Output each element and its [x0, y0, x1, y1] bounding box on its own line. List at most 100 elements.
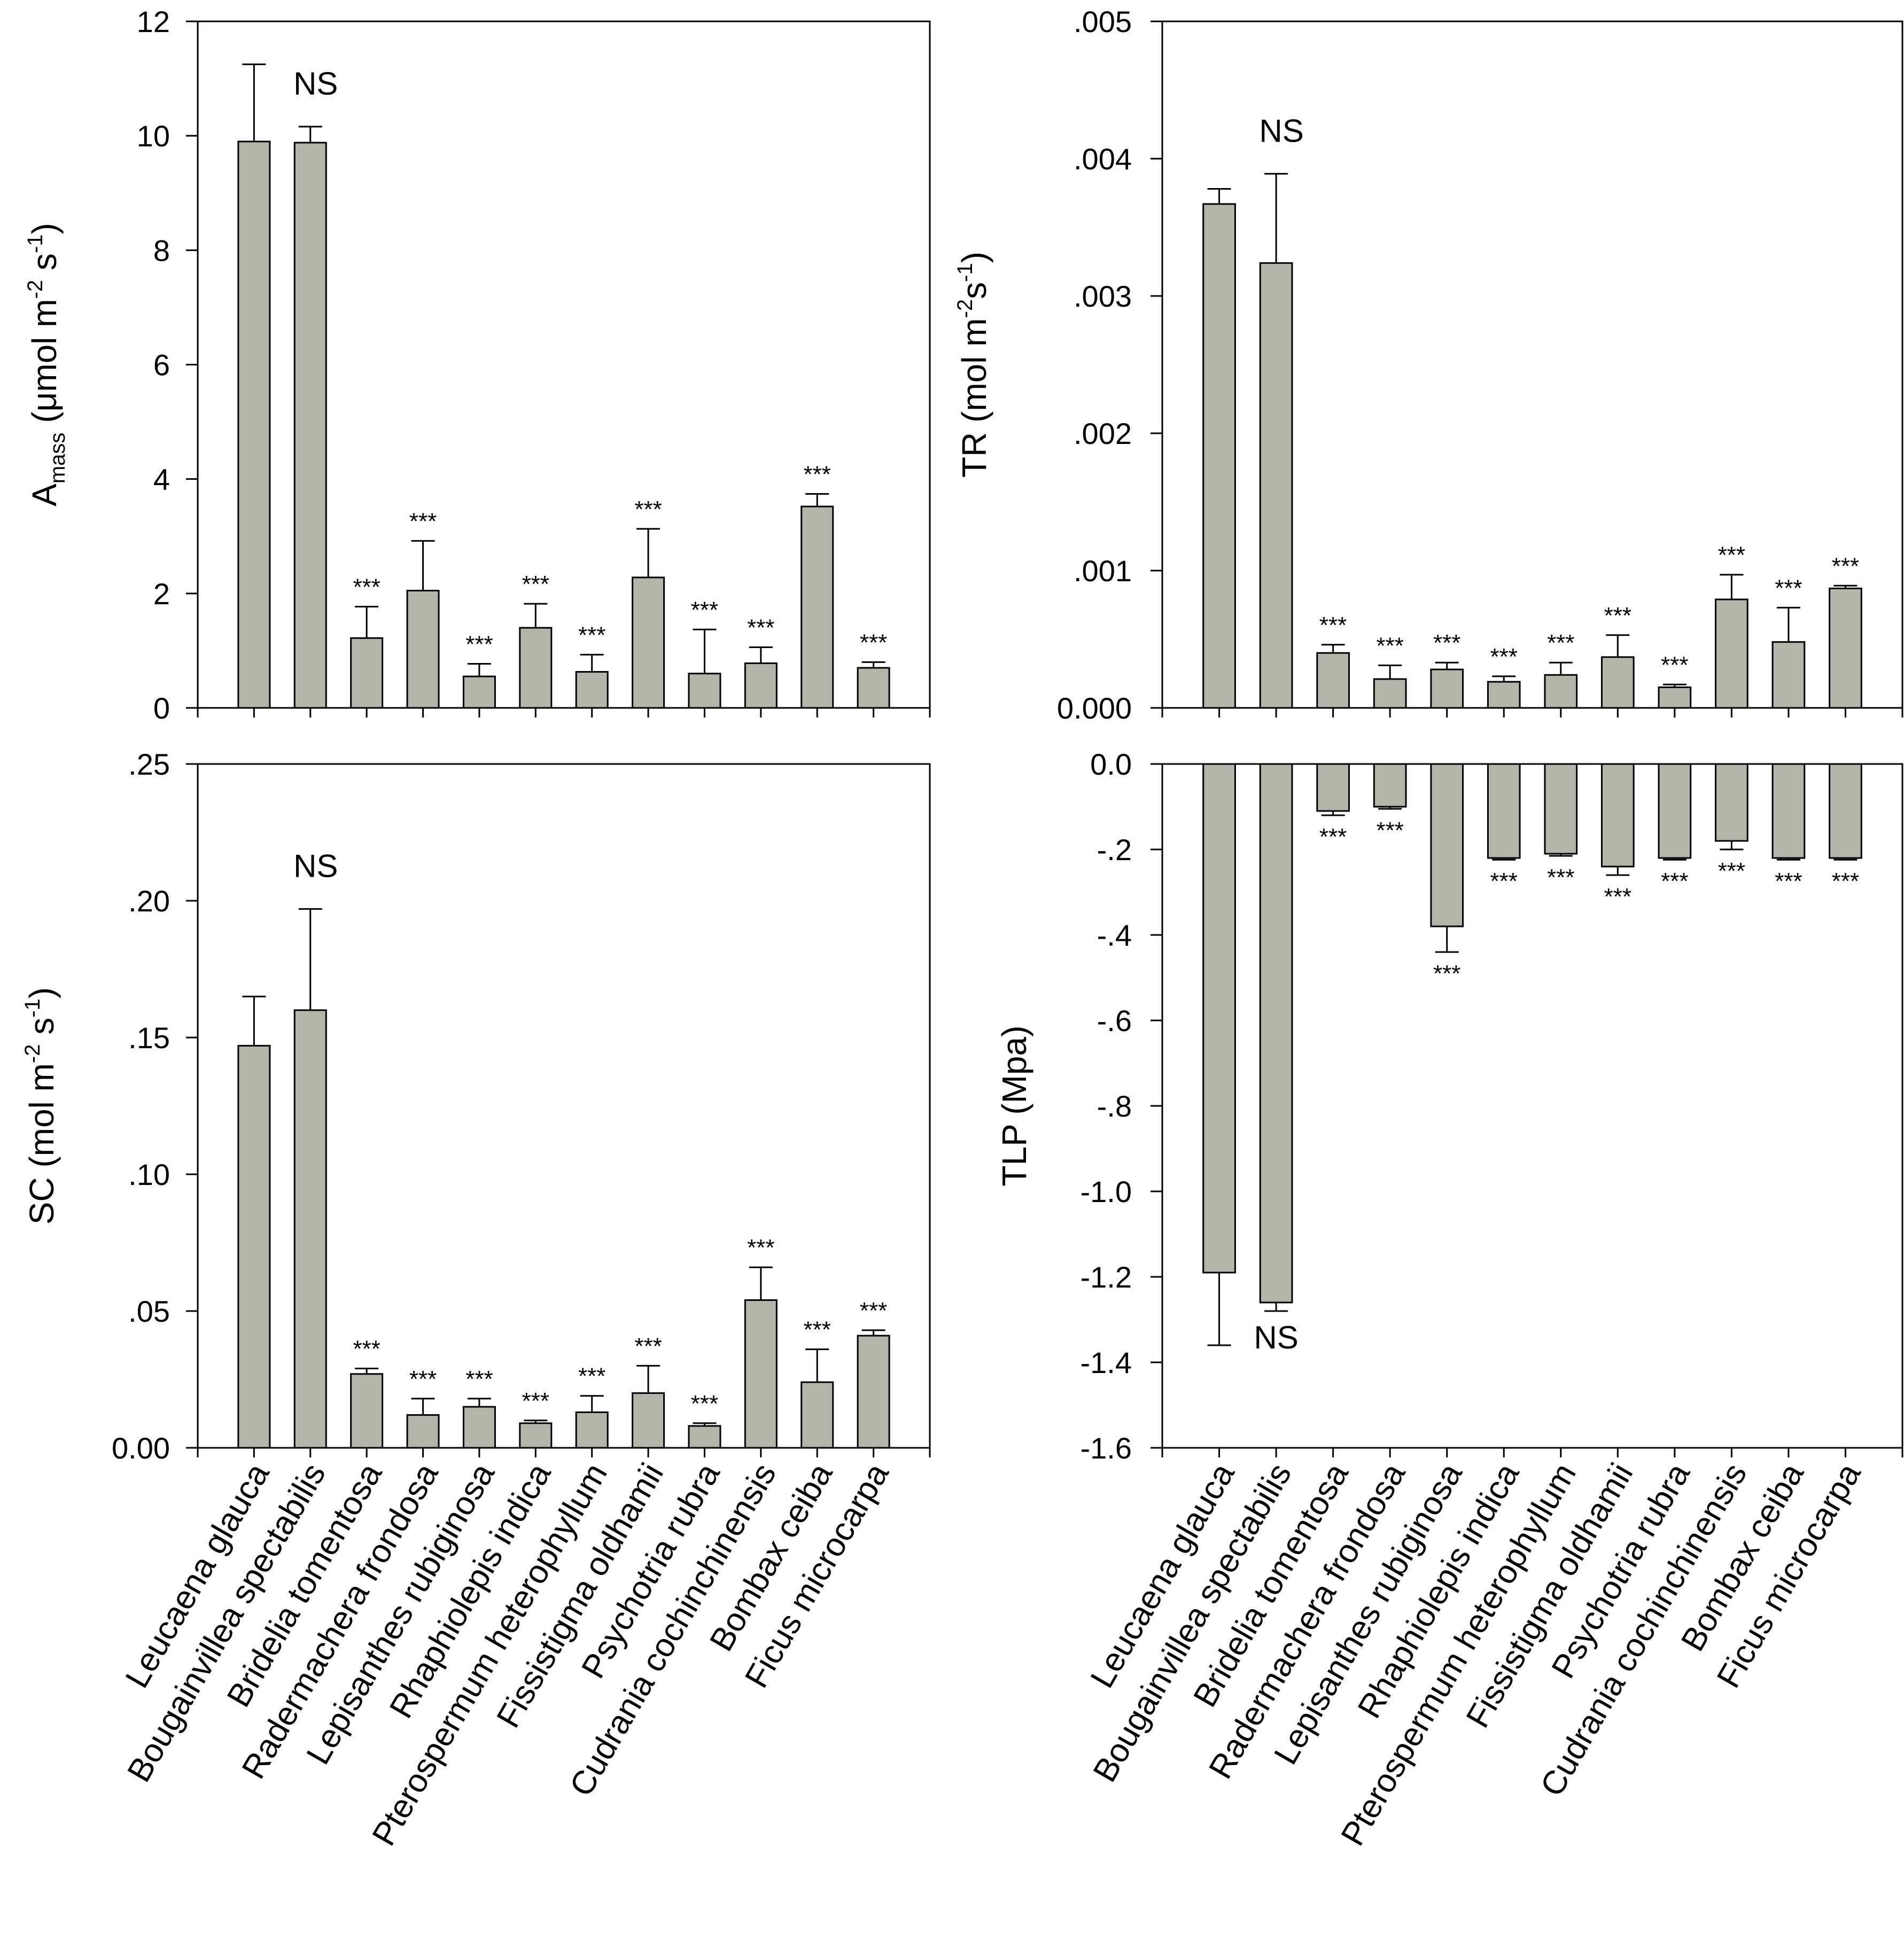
tr-annotation-8: ***	[1604, 603, 1631, 629]
sc-annotation-8: ***	[634, 1333, 662, 1359]
amass-bar-1	[237, 141, 271, 709]
tr-annotation-9: ***	[1661, 652, 1688, 678]
tr-bar-9	[1658, 686, 1692, 709]
tlp-ytick-label: -1.4	[1081, 1346, 1132, 1379]
tlp-bar-12	[1829, 763, 1862, 859]
panel-tr: 0.000 .001 .002 .003 .004 .005 NS *** *** *** *** *…	[953, 5, 1903, 725]
sc-bar-2	[293, 1009, 327, 1449]
tr-annotation-5: ***	[1433, 630, 1460, 656]
sc-bar-5	[462, 1406, 496, 1449]
amass-ytick-label: 10	[137, 119, 170, 153]
sc-bar-8	[632, 1392, 665, 1449]
tlp-ytick-label: -1.2	[1081, 1260, 1132, 1294]
tr-ytick-label: .004	[1074, 142, 1132, 176]
sc-annotation-12: ***	[860, 1298, 887, 1324]
amass-ylabel: Amass (μmol m-2 s-1)	[24, 223, 69, 506]
tlp-bar-11	[1771, 763, 1806, 859]
tr-bar-2	[1259, 262, 1293, 709]
sc-bar-3	[350, 1373, 384, 1449]
tlp-bar-1	[1202, 763, 1236, 1274]
sc-annotation-11: ***	[804, 1317, 831, 1343]
amass-annotation-3: ***	[353, 574, 380, 600]
tr-ytick-label: .003	[1074, 279, 1132, 313]
tr-ytick-label: .002	[1074, 417, 1132, 450]
amass-ytick-label: 2	[153, 577, 170, 611]
sc-ytick-label: .15	[128, 1021, 170, 1055]
sc-annotation-3: ***	[353, 1336, 380, 1362]
sc-annotation-10: ***	[747, 1235, 774, 1261]
amass-ytick-label: 0	[153, 691, 170, 725]
amass-ytick-label: 8	[153, 233, 170, 267]
sc-annotation-2: NS	[293, 848, 338, 884]
amass-annotation-8: ***	[634, 496, 662, 522]
amass-bar-7	[575, 671, 609, 709]
sc-bar-11	[801, 1381, 834, 1449]
tr-ytick-label: 0.000	[1057, 691, 1132, 725]
amass-bar-2	[293, 142, 327, 709]
tr-annotation-6: ***	[1490, 644, 1518, 670]
amass-annotation-11: ***	[804, 462, 831, 488]
tr-annotation-3: ***	[1319, 612, 1347, 638]
tlp-bar-2	[1259, 763, 1293, 1304]
tr-annotation-11: ***	[1775, 575, 1802, 601]
sc-ytick-label: 0.00	[112, 1431, 170, 1465]
sc-annotation-7: ***	[578, 1363, 605, 1390]
tr-bar-12	[1829, 587, 1862, 709]
sc-ylabel: SC (mol m-2 s-1)	[21, 987, 61, 1225]
tr-annotation-12: ***	[1832, 553, 1859, 579]
tlp-annotation-10: ***	[1718, 858, 1745, 884]
sc-bar-12	[857, 1335, 890, 1449]
amass-annotation-7: ***	[578, 622, 605, 648]
tlp-ytick-label: -.8	[1097, 1089, 1132, 1123]
sc-plot-frame	[197, 763, 931, 1449]
tlp-annotation-3: ***	[1319, 824, 1347, 850]
tr-bar-10	[1715, 598, 1748, 709]
tlp-bar-8	[1600, 763, 1635, 868]
sc-bar-1	[237, 1044, 271, 1449]
tr-bar-6	[1487, 681, 1521, 709]
amass-bar-4	[406, 589, 440, 709]
tlp-ytick-label: -1.6	[1081, 1431, 1132, 1465]
tlp-annotation-7: ***	[1547, 864, 1574, 891]
sc-annotation-5: ***	[465, 1366, 493, 1392]
amass-bar-9	[688, 673, 721, 709]
amass-bar-3	[350, 637, 384, 709]
sc-bar-9	[688, 1425, 721, 1449]
tlp-annotation-5: ***	[1433, 961, 1460, 987]
tlp-ytick-label: -.2	[1097, 833, 1132, 867]
tr-bar-1	[1202, 203, 1236, 709]
sc-annotation-4: ***	[409, 1366, 437, 1392]
tlp-ytick-label: 0.0	[1090, 747, 1132, 781]
tr-ytick-label: .005	[1074, 5, 1132, 38]
sc-ytick-label: .05	[128, 1294, 170, 1328]
tr-ylabel: TR (mol m-2s-1)	[953, 252, 993, 478]
sc-ytick-label: .10	[128, 1158, 170, 1191]
sc-bar-10	[744, 1299, 778, 1449]
amass-bar-10	[744, 662, 778, 709]
amass-bar-5	[462, 675, 496, 709]
sc-bar-6	[519, 1422, 553, 1449]
amass-annotation-12: ***	[860, 629, 887, 656]
tr-bar-3	[1316, 652, 1350, 709]
tlp-annotation-11: ***	[1775, 868, 1802, 894]
tlp-annotation-8: ***	[1604, 884, 1631, 910]
sc-ytick-label: .25	[128, 747, 170, 781]
amass-bar-8	[632, 576, 665, 709]
tlp-bar-3	[1316, 763, 1350, 812]
tr-bar-5	[1430, 668, 1464, 709]
sc-bar-7	[575, 1411, 609, 1449]
tlp-annotation-4: ***	[1376, 817, 1403, 844]
amass-annotation-6: ***	[522, 571, 549, 597]
tlp-annotation-2: NS	[1254, 1320, 1298, 1355]
amass-bar-6	[519, 627, 553, 709]
tr-ytick-label: .001	[1074, 554, 1132, 588]
sc-ytick-label: .20	[128, 884, 170, 918]
tlp-annotation-12: ***	[1832, 868, 1859, 894]
amass-annotation-4: ***	[409, 508, 437, 534]
amass-annotation-5: ***	[465, 631, 493, 658]
tlp-bar-7	[1544, 763, 1578, 855]
tlp-annotation-9: ***	[1661, 868, 1688, 894]
tr-bar-7	[1544, 674, 1578, 709]
sc-annotation-9: ***	[691, 1391, 718, 1417]
